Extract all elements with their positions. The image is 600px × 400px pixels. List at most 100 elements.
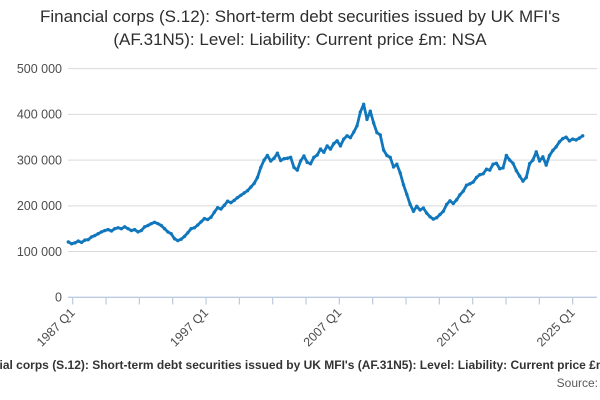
data-point-marker — [245, 189, 250, 193]
data-point-marker — [441, 209, 446, 214]
data-point-marker — [577, 136, 582, 140]
data-point-marker — [398, 171, 402, 175]
data-point-marker — [448, 199, 452, 203]
data-point-marker — [531, 158, 535, 162]
data-point-marker — [484, 167, 489, 171]
data-point-marker — [454, 198, 459, 202]
data-point-marker — [471, 180, 475, 184]
data-point-marker — [179, 237, 183, 241]
data-point-marker — [378, 133, 382, 137]
data-point-marker — [474, 175, 479, 180]
data-point-marker — [252, 181, 256, 186]
data-point-marker — [571, 137, 575, 141]
data-point-marker — [517, 174, 522, 178]
data-point-marker — [272, 156, 276, 160]
footer-caption: Financial corps (S.12): Short-term debt … — [0, 358, 600, 376]
data-point-marker — [192, 226, 197, 230]
data-point-marker — [288, 155, 293, 160]
data-point-marker — [99, 230, 104, 234]
data-point-marker — [468, 182, 472, 186]
data-point-marker — [83, 238, 87, 242]
data-point-marker — [106, 227, 110, 232]
data-point-marker — [504, 153, 509, 158]
data-point-marker — [139, 228, 144, 233]
data-point-marker — [511, 161, 515, 165]
data-point-marker — [581, 134, 585, 138]
data-point-marker — [574, 138, 578, 142]
data-point-marker — [205, 217, 210, 222]
data-point-marker — [524, 175, 528, 180]
data-point-marker — [541, 155, 545, 159]
data-point-marker — [79, 240, 84, 245]
data-point-marker — [159, 223, 163, 228]
data-point-marker — [123, 225, 127, 229]
data-point-marker — [415, 204, 419, 208]
data-point-marker — [514, 168, 519, 173]
data-point-marker — [391, 165, 396, 169]
data-point-marker — [156, 221, 160, 226]
data-point-marker — [239, 193, 243, 197]
data-point-marker — [318, 147, 323, 151]
data-point-marker — [488, 168, 492, 172]
data-point-marker — [444, 202, 449, 207]
data-point-marker — [325, 144, 329, 148]
data-point-marker — [219, 207, 223, 211]
data-point-marker — [557, 140, 562, 144]
data-point-marker — [315, 153, 319, 157]
data-point-marker — [196, 223, 200, 227]
data-point-marker — [89, 235, 94, 239]
data-point-marker — [461, 189, 465, 193]
data-point-marker — [375, 130, 379, 135]
data-point-marker — [305, 160, 309, 165]
data-point-marker — [551, 148, 555, 153]
data-point-marker — [421, 206, 426, 210]
data-point-marker — [222, 203, 226, 208]
data-point-marker — [464, 183, 469, 187]
y-axis-tick-label: 400 000 — [17, 108, 62, 122]
chart-title: Financial corps (S.12): Short-term debt … — [39, 7, 561, 49]
data-point-marker — [152, 220, 157, 224]
data-point-marker — [162, 226, 167, 231]
data-point-marker — [405, 192, 409, 197]
data-point-marker — [129, 228, 134, 233]
data-point-marker — [302, 154, 306, 158]
data-point-marker — [537, 159, 542, 163]
data-point-marker — [269, 159, 273, 163]
data-point-marker — [371, 121, 376, 125]
series-line — [66, 102, 585, 246]
data-point-marker — [212, 210, 217, 214]
data-point-marker — [408, 202, 412, 207]
data-point-marker — [142, 225, 147, 229]
data-point-marker — [308, 162, 313, 166]
data-point-marker — [103, 228, 107, 233]
data-point-marker — [166, 230, 170, 234]
data-point-marker — [86, 237, 90, 242]
data-point-marker — [76, 239, 80, 243]
data-point-marker — [385, 153, 389, 158]
data-point-marker — [132, 227, 137, 232]
data-point-marker — [352, 130, 356, 134]
data-point-marker — [434, 216, 439, 220]
data-point-marker — [229, 200, 233, 205]
data-point-marker — [265, 153, 270, 158]
data-point-marker — [494, 161, 499, 165]
data-point-marker — [96, 232, 100, 236]
data-point-marker — [209, 215, 213, 219]
data-point-marker — [189, 226, 193, 231]
data-point-marker — [295, 168, 299, 172]
data-point-marker — [126, 226, 130, 231]
data-point-marker — [109, 229, 114, 233]
data-point-marker — [507, 158, 512, 162]
data-point-marker — [312, 155, 316, 160]
data-point-marker — [395, 162, 399, 166]
data-point-marker — [411, 209, 416, 214]
data-point-marker — [172, 237, 177, 241]
data-point-marker — [279, 158, 283, 163]
data-point-marker — [186, 231, 190, 235]
data-point-marker — [232, 198, 236, 203]
data-point-marker — [202, 216, 207, 221]
x-axis-tick-label: 2025 Q1 — [534, 305, 578, 349]
data-point-marker — [501, 166, 505, 170]
